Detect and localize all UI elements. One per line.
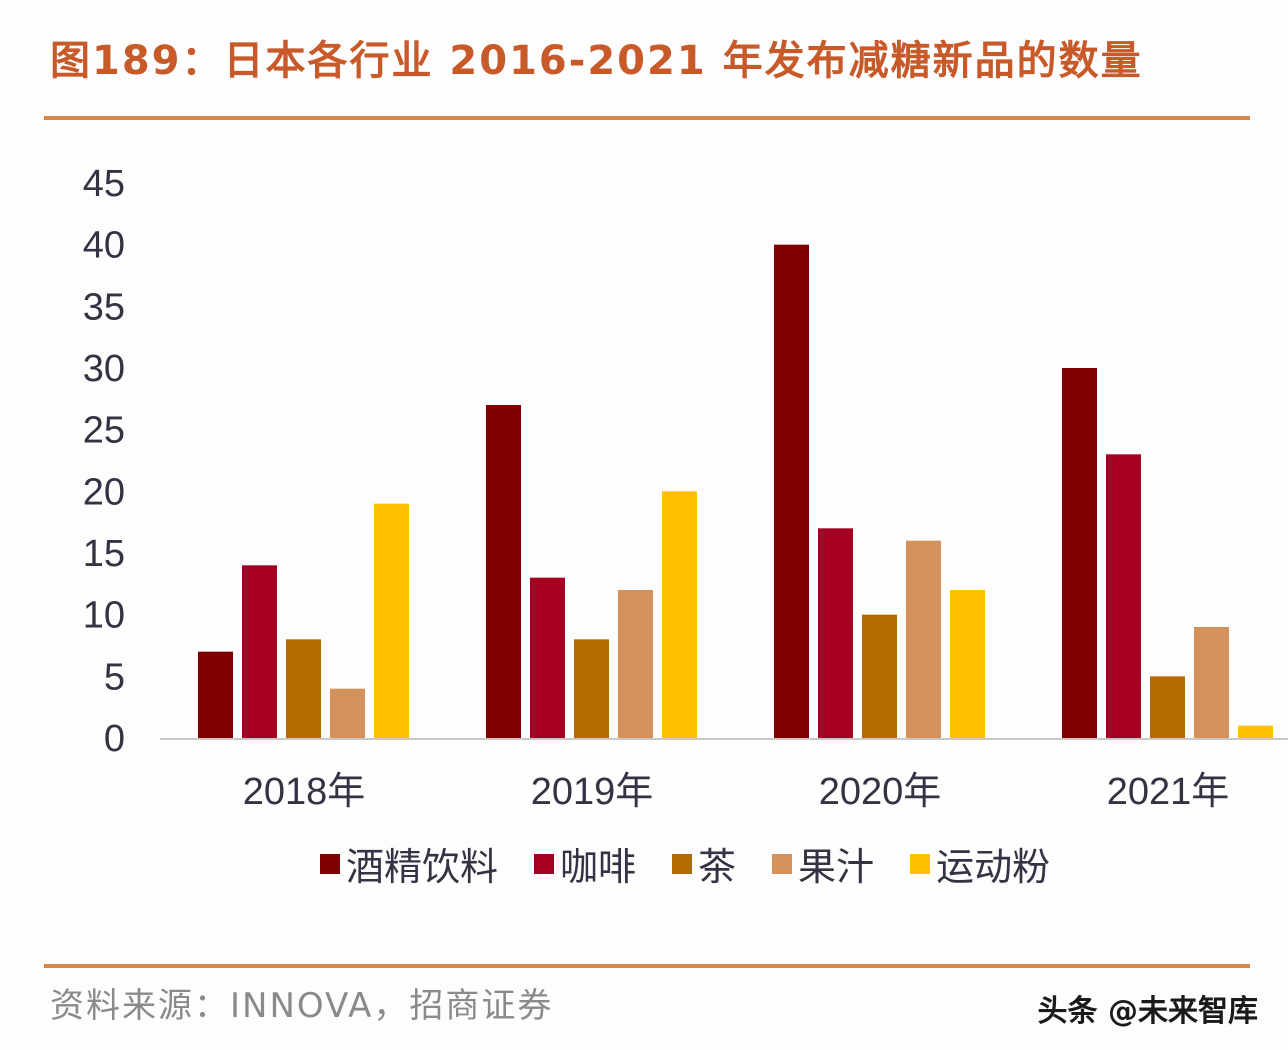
bar xyxy=(618,590,653,738)
legend-swatch xyxy=(772,853,793,874)
bars xyxy=(198,244,1273,738)
y-tick-label: 0 xyxy=(104,718,125,760)
bar xyxy=(662,491,697,738)
bar xyxy=(242,565,277,738)
y-tick-label: 20 xyxy=(83,471,125,513)
bar xyxy=(286,639,321,738)
legend-swatch xyxy=(910,853,931,874)
bar xyxy=(486,405,521,738)
bar xyxy=(1238,725,1273,738)
legend-label: 果汁 xyxy=(798,845,875,889)
x-tick-label: 2020年 xyxy=(819,771,942,813)
chart-title: 图189：日本各行业 2016-2021 年发布减糖新品的数量 xyxy=(50,38,1143,84)
watermark: 头条 @未来智库 xyxy=(1037,994,1258,1029)
title-divider xyxy=(44,116,1250,120)
y-tick-label: 40 xyxy=(83,225,125,267)
y-tick-label: 10 xyxy=(83,595,125,637)
bar xyxy=(574,639,609,738)
y-tick-label: 25 xyxy=(83,410,125,452)
bar xyxy=(198,651,233,738)
bar xyxy=(530,577,565,738)
legend-label: 咖啡 xyxy=(560,845,637,889)
legend-label: 酒精饮料 xyxy=(346,845,499,889)
x-axis: 2018年 2019年 2020年 2021年 xyxy=(243,771,1230,813)
y-axis: 0 5 10 15 20 25 30 35 40 45 xyxy=(83,163,125,760)
legend-item: 果汁 xyxy=(772,836,874,891)
legend-label: 茶 xyxy=(698,845,737,889)
y-tick-label: 15 xyxy=(83,533,125,575)
y-tick-label: 45 xyxy=(83,163,125,205)
bar-chart: 0 5 10 15 20 25 30 35 40 45 2018年 2019年 2020年 2021年 xyxy=(83,163,1288,813)
legend-item: 茶 xyxy=(672,836,736,891)
legend-swatch xyxy=(672,853,693,874)
legend-item: 运动粉 xyxy=(910,836,1050,891)
legend-swatch xyxy=(320,853,340,874)
legend-label: 运动粉 xyxy=(936,845,1051,889)
bar xyxy=(1062,368,1097,738)
bar xyxy=(818,528,853,738)
bar xyxy=(1194,627,1229,738)
bar xyxy=(906,540,941,738)
x-tick-label: 2019年 xyxy=(531,771,654,813)
legend-item: 酒精饮料 xyxy=(320,836,498,891)
legend-item: 咖啡 xyxy=(534,836,636,891)
bar xyxy=(330,688,365,738)
bar xyxy=(862,614,897,738)
bar xyxy=(774,244,809,738)
bar xyxy=(374,503,409,738)
bar xyxy=(1106,454,1141,738)
x-tick-label: 2018年 xyxy=(243,771,366,813)
x-tick-label: 2021年 xyxy=(1107,771,1230,813)
y-tick-label: 5 xyxy=(104,656,125,698)
footer-divider xyxy=(44,964,1250,968)
y-tick-label: 30 xyxy=(83,348,125,390)
legend-swatch xyxy=(534,853,555,874)
bar xyxy=(950,590,985,738)
y-tick-label: 35 xyxy=(83,286,125,328)
bar xyxy=(1150,676,1185,738)
source-note: 资料来源：INNOVA，招商证券 xyxy=(50,986,554,1026)
legend: 酒精饮料 咖啡 茶 果汁 运动粉 xyxy=(320,836,1050,891)
